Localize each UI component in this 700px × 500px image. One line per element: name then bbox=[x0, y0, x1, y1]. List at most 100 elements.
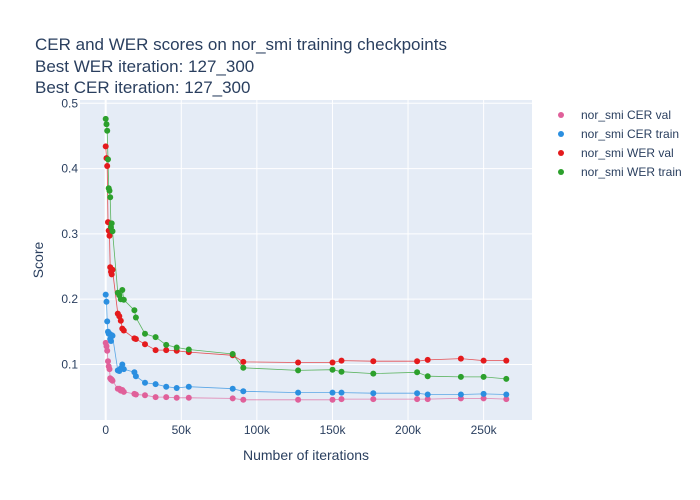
data-point bbox=[163, 341, 170, 348]
y-tick-label: 0.2 bbox=[61, 292, 78, 306]
data-point bbox=[104, 318, 111, 325]
data-point bbox=[173, 385, 180, 391]
data-point bbox=[173, 344, 180, 351]
x-tick-label: 250k bbox=[471, 423, 498, 437]
data-point bbox=[295, 367, 302, 374]
chart-title-line-3: Best CER iteration: 127_300 bbox=[35, 78, 251, 97]
data-point bbox=[240, 396, 247, 403]
data-point bbox=[329, 366, 336, 373]
x-tick-label: 0 bbox=[102, 423, 109, 437]
legend-marker bbox=[558, 169, 564, 175]
data-point bbox=[104, 127, 111, 134]
data-point bbox=[152, 347, 159, 354]
legend-marker bbox=[558, 131, 564, 137]
data-point bbox=[105, 156, 111, 163]
legend-label: nor_smi WER val bbox=[581, 146, 674, 160]
data-point bbox=[457, 391, 464, 398]
data-point bbox=[102, 291, 109, 298]
data-point bbox=[117, 317, 124, 324]
data-point bbox=[142, 379, 148, 386]
data-point bbox=[119, 287, 126, 293]
data-point bbox=[229, 395, 236, 402]
y-tick-label: 0.4 bbox=[61, 162, 78, 176]
x-tick-label: 200k bbox=[395, 423, 422, 437]
data-point bbox=[106, 366, 113, 373]
data-point bbox=[109, 266, 116, 273]
data-point bbox=[108, 220, 115, 227]
data-point bbox=[152, 394, 159, 401]
data-point bbox=[503, 375, 510, 382]
data-point bbox=[414, 390, 421, 397]
chart-title-line-2: Best WER iteration: 127_300 bbox=[35, 56, 255, 76]
data-point bbox=[131, 307, 138, 314]
data-point bbox=[163, 347, 170, 354]
y-tick-label: 0.5 bbox=[61, 96, 78, 110]
data-point bbox=[142, 392, 148, 399]
data-point bbox=[103, 343, 110, 350]
data-point bbox=[295, 359, 302, 366]
data-point bbox=[338, 389, 345, 396]
data-point bbox=[132, 314, 139, 321]
x-tick-label: 100k bbox=[244, 423, 271, 437]
x-tick-labels: 0 50k 100k 150k 200k 250k bbox=[102, 423, 497, 437]
data-point bbox=[424, 391, 431, 398]
data-point bbox=[103, 298, 110, 305]
data-point bbox=[120, 366, 127, 373]
series-points bbox=[102, 115, 510, 403]
data-point bbox=[229, 351, 236, 357]
data-point bbox=[163, 394, 170, 401]
data-point bbox=[163, 383, 170, 390]
data-point bbox=[173, 394, 180, 401]
data-point bbox=[185, 383, 192, 390]
data-point bbox=[108, 338, 114, 344]
data-point bbox=[119, 361, 126, 368]
data-point bbox=[109, 377, 116, 384]
legend-label: nor_smi CER train bbox=[581, 127, 679, 141]
data-point bbox=[109, 332, 116, 339]
data-point bbox=[370, 396, 377, 403]
grid-lines bbox=[80, 100, 532, 420]
data-point bbox=[142, 341, 148, 348]
legend-label: nor_smi CER val bbox=[581, 108, 671, 122]
data-point bbox=[229, 385, 236, 392]
data-point bbox=[480, 390, 487, 397]
y-tick-label: 0.1 bbox=[61, 357, 78, 371]
data-point bbox=[329, 396, 336, 403]
data-point bbox=[414, 358, 421, 365]
data-point bbox=[480, 395, 487, 402]
chart-title-line-1: CER and WER scores on nor_smi training c… bbox=[35, 35, 447, 54]
data-point bbox=[102, 143, 109, 150]
data-point bbox=[108, 271, 115, 278]
data-point bbox=[480, 357, 487, 364]
legend: nor_smi CER val nor_smi CER train nor_smi … bbox=[558, 108, 682, 179]
data-point bbox=[457, 355, 464, 362]
data-point bbox=[370, 390, 377, 397]
data-point bbox=[120, 327, 127, 334]
data-point bbox=[480, 373, 487, 380]
data-point bbox=[105, 358, 111, 365]
data-point bbox=[424, 396, 431, 403]
data-point bbox=[503, 357, 510, 364]
data-point bbox=[370, 358, 377, 365]
data-point bbox=[414, 396, 421, 403]
y-axis-label: Score bbox=[30, 242, 46, 279]
x-tick-label: 50k bbox=[172, 423, 192, 437]
data-point bbox=[338, 368, 345, 375]
data-point bbox=[424, 356, 431, 363]
data-point bbox=[107, 194, 114, 201]
data-point bbox=[503, 391, 510, 398]
data-point bbox=[142, 330, 148, 337]
data-point bbox=[109, 228, 116, 235]
data-point bbox=[132, 336, 139, 342]
data-point bbox=[185, 394, 192, 401]
data-point bbox=[503, 396, 510, 403]
data-point bbox=[103, 121, 110, 128]
data-point bbox=[424, 373, 431, 380]
data-point bbox=[152, 334, 159, 341]
data-point bbox=[295, 389, 302, 396]
data-point bbox=[104, 347, 111, 354]
data-point bbox=[329, 389, 336, 396]
x-axis-label: Number of iterations bbox=[243, 447, 369, 463]
data-point bbox=[120, 388, 127, 395]
